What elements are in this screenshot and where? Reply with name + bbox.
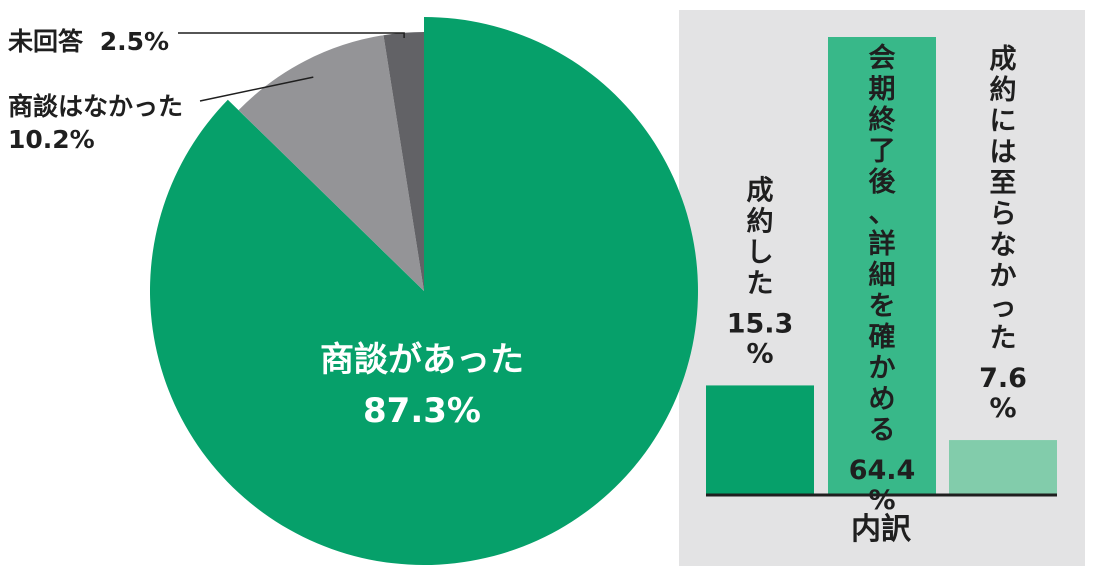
bar-follow-up [828,37,936,494]
pie-slice-no-answer [383,32,424,291]
pie-slice-value-discussed: 87.3% [363,391,481,431]
bar-value-label-3: 7.6 [979,363,1027,394]
pie-slice-value-no-answer: 2.5% [100,27,169,56]
chart-labels: 商談があった 87.3% 商談はなかった 10.2% 未回答 2.5% 内訳 [8,27,912,547]
bar-contracted [706,385,814,494]
pie-slice-label-no-discussion: 商談はなかった [8,92,183,121]
bar-value-unit-1: % [746,338,773,369]
pie-chart [149,17,698,565]
leader-line-no-discussion [199,76,314,102]
pie-slice-discussed [149,17,698,565]
leader-line-no-answer [178,32,405,38]
bar-category-label-1: 成約した [747,175,774,299]
bar-value-label-2: 64.4 [849,455,916,486]
bar-category-label-2: 会期終了後、詳細を確かめる [869,43,897,446]
pie-slice-label-discussed: 商談があった [320,340,524,380]
breakdown-title: 内訳 [851,512,912,547]
pie-slice-no-discussion [238,35,424,291]
bar-not-contracted [949,440,1057,494]
bar-chart: 成約した 15.3% 会期終了後、詳細を確かめる 64.4% 成約には至らなかった 7.6… [706,37,1057,516]
bar-value-unit-2: % [868,485,895,516]
pie-slice-value-no-discussion: 10.2% [8,125,95,154]
bar-category-label-3: 成約には至らなかった [990,44,1017,354]
bar-value-unit-3: % [989,393,1016,424]
pie-slice-label-no-answer: 未回答 2.5% [8,27,169,56]
bar-value-label-1: 15.3 [727,308,794,339]
pie-slice-label-no-answer-text: 未回答 [8,27,84,56]
